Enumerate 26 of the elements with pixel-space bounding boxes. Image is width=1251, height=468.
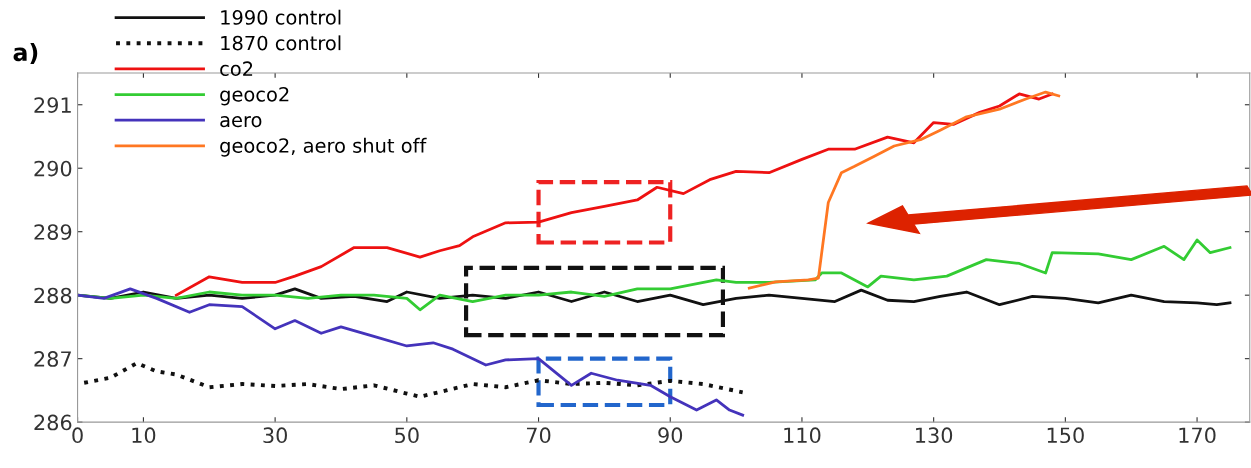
y-tick-label: 287 — [34, 351, 71, 367]
x-tick-label: 130 — [916, 427, 953, 444]
legend-label: aero — [220, 116, 262, 128]
line-series — [77, 287, 745, 417]
legend-label: 1870 control — [221, 35, 341, 51]
x-tick-label: 170 — [1179, 427, 1216, 444]
x-tick-label: 150 — [1047, 427, 1084, 444]
legend-label: geoco2, aero shut off — [220, 137, 427, 157]
x-tick-label: 0 — [72, 427, 83, 444]
legend-label: co2 — [220, 61, 253, 77]
y-tick-label: 286 — [34, 414, 72, 431]
y-tick-label: 291 — [34, 97, 71, 113]
x-tick-label: 50 — [395, 427, 419, 444]
y-tick-label: 288 — [34, 287, 72, 304]
text: a) — [13, 42, 38, 64]
x-tick-label: 30 — [263, 427, 287, 444]
x-tick-label: 70 — [526, 427, 551, 444]
x-tick-label: 90 — [658, 427, 683, 444]
legend-label: 1990 control — [221, 9, 341, 25]
x-tick-label: 10 — [132, 427, 156, 444]
line-series — [747, 90, 1061, 290]
y-tick-label: 290 — [34, 160, 72, 177]
y-tick-label: 289 — [34, 224, 72, 240]
line-series — [82, 361, 745, 399]
x-tick-label: 110 — [784, 427, 821, 444]
legend-label: geoco2 — [220, 86, 289, 106]
